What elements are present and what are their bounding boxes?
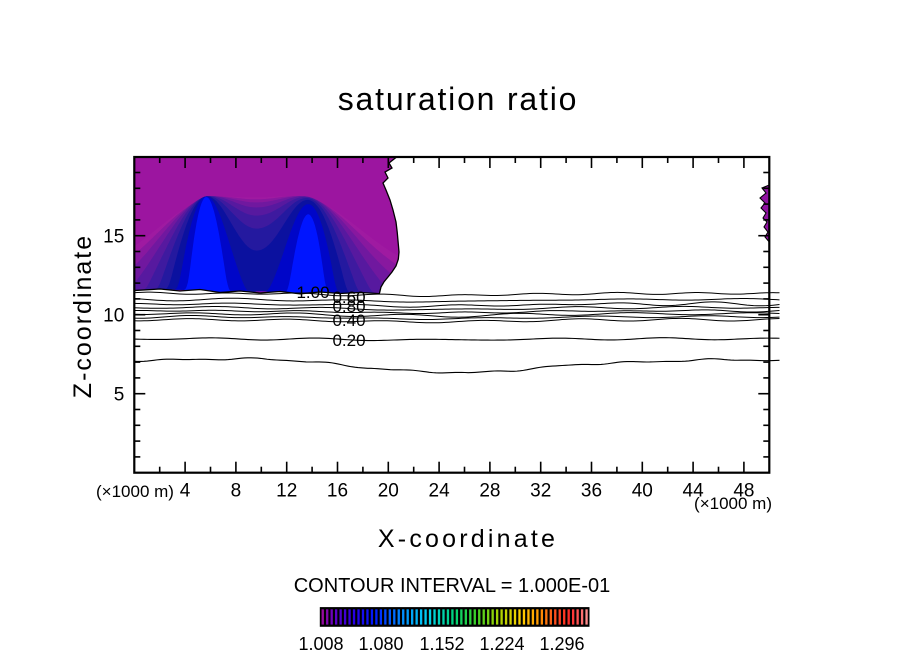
svg-text:16: 16 [327,481,348,502]
svg-text:1.00: 1.00 [296,283,329,302]
svg-text:(×1000 m): (×1000 m) [694,494,772,513]
svg-text:1.008: 1.008 [298,634,343,654]
svg-text:1.080: 1.080 [358,634,403,654]
svg-text:10: 10 [103,306,124,327]
svg-text:1.296: 1.296 [539,634,584,654]
svg-text:4: 4 [180,481,191,502]
svg-text:saturation ratio: saturation ratio [338,81,578,117]
svg-text:1.224: 1.224 [479,634,524,654]
svg-text:5: 5 [114,385,125,406]
svg-text:(×1000 m): (×1000 m) [96,482,174,501]
svg-text:8: 8 [231,481,242,502]
svg-text:CONTOUR INTERVAL = 1.000E-01: CONTOUR INTERVAL = 1.000E-01 [294,575,611,597]
svg-text:24: 24 [429,481,451,502]
svg-text:20: 20 [378,481,399,502]
svg-text:X-coordinate: X-coordinate [378,525,558,553]
svg-text:0.20: 0.20 [332,331,365,350]
svg-text:28: 28 [479,481,500,502]
svg-text:36: 36 [581,481,602,502]
svg-text:15: 15 [103,227,124,248]
svg-text:1.152: 1.152 [419,634,464,654]
svg-text:0.40: 0.40 [332,311,365,330]
svg-text:12: 12 [276,481,297,502]
svg-text:Z-coordinate: Z-coordinate [69,234,97,398]
svg-text:0.60: 0.60 [332,288,365,307]
svg-text:40: 40 [632,481,653,502]
svg-text:32: 32 [530,481,551,502]
